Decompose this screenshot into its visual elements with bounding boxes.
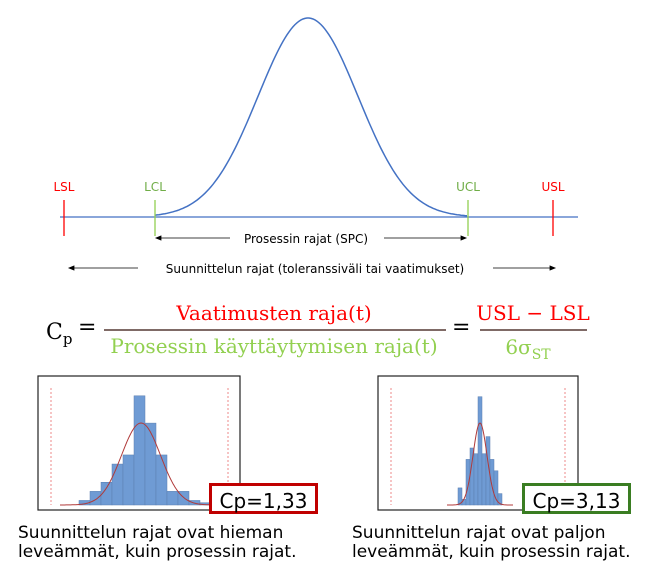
histogram-bar <box>473 453 479 506</box>
design-limits-label: Suunnittelun rajat (toleranssiväli tai v… <box>166 262 464 276</box>
histogram-bar <box>89 491 102 506</box>
bell-curve <box>154 17 468 217</box>
formula-numerator-2: USL − LSL <box>476 301 590 325</box>
histogram-bar <box>133 395 146 506</box>
caption-1-line-1: Suunnittelun rajat ovat hieman <box>18 523 284 543</box>
ucl-label: UCL <box>456 180 480 194</box>
caption-2-line-2: leveämmät, kuin prosessin rajat. <box>352 542 631 562</box>
equals-sign: = <box>452 315 470 340</box>
histogram-bar <box>155 454 168 506</box>
formula-denominator-1: Prosessin käyttäytymisen raja(t) <box>110 334 437 358</box>
histogram-bar <box>469 447 475 506</box>
lcl-label: LCL <box>144 180 166 194</box>
histogram-bar <box>122 454 135 506</box>
histogram-bar <box>166 491 179 506</box>
histogram-bar <box>457 487 463 506</box>
histogram-2-curve <box>447 422 513 506</box>
histogram-bar <box>461 499 467 506</box>
histogram-bar <box>465 459 471 506</box>
histogram-2-bars <box>457 396 503 506</box>
histogram-1-curve <box>60 422 222 506</box>
histogram-bar <box>477 396 483 506</box>
equals-sign: = <box>78 315 96 340</box>
formula-denominator-2: 6σST <box>505 335 551 363</box>
cp-value-box-2: Cp=3,13 <box>522 483 631 514</box>
caption-1: Suunnittelun rajat ovat hieman leveämmät… <box>18 524 296 562</box>
histogram-bar <box>489 459 495 506</box>
caption-2: Suunnittelun rajat ovat paljon leveämmät… <box>352 524 630 562</box>
usl-label: USL <box>541 180 564 194</box>
formula-lhs: Cp <box>46 320 72 348</box>
arrowhead-icon <box>67 265 75 271</box>
histogram-bar <box>144 422 157 506</box>
arrowhead-icon <box>460 235 468 241</box>
cp-formula: Cp = Vaatimusten raja(t) Prosessin käytt… <box>46 301 590 363</box>
formula-numerator-1: Vaatimusten raja(t) <box>175 301 371 325</box>
cp-value-box-1: Cp=1,33 <box>209 483 318 514</box>
histogram-bar <box>493 470 499 506</box>
histogram-bar <box>481 453 487 506</box>
histogram-bar <box>111 463 124 506</box>
histogram-bar <box>177 491 190 506</box>
lsl-label: LSL <box>54 180 75 194</box>
process-limits-label: Prosessin rajat (SPC) <box>244 232 368 246</box>
caption-2-line-1: Suunnittelun rajat ovat paljon <box>352 523 606 543</box>
histogram-bar <box>497 493 503 506</box>
arrowhead-icon <box>549 265 557 271</box>
arrowhead-icon <box>154 235 162 241</box>
caption-1-line-2: leveämmät, kuin prosessin rajat. <box>18 542 297 562</box>
